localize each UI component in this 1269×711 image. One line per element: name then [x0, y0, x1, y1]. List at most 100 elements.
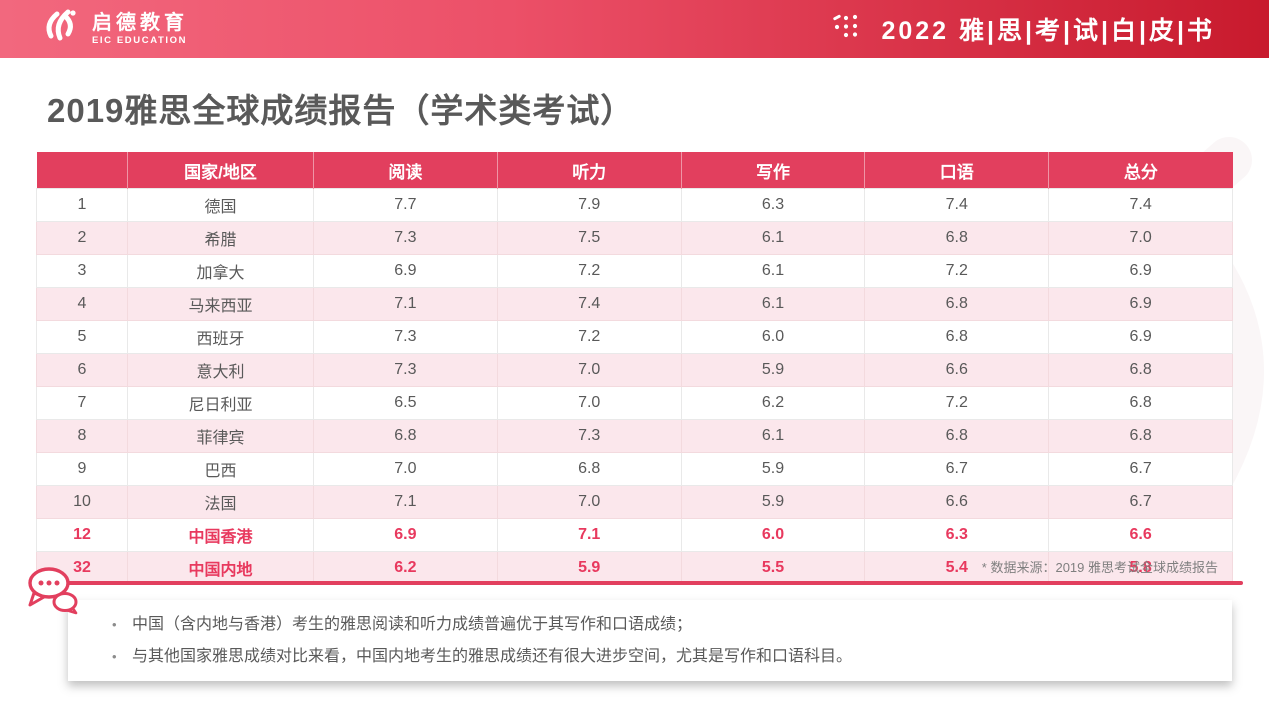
score-table: 国家/地区 阅读 听力 写作 口语 总分 1 德国 7.7 7.9 6.3 7.… — [36, 152, 1233, 585]
table-row: 12 中国香港 6.9 7.1 6.0 6.3 6.6 — [36, 518, 1233, 552]
speaking-cell: 7.4 — [864, 188, 1050, 222]
reading-cell: 7.3 — [313, 353, 498, 387]
total-cell: 6.7 — [1048, 485, 1233, 519]
listening-cell: 7.0 — [496, 386, 682, 420]
rank-cell: 3 — [36, 254, 128, 288]
reading-cell: 6.2 — [313, 551, 498, 585]
whitepaper-title: 2022 雅|思|考|试|白|皮|书 — [881, 17, 1215, 45]
speaking-cell: 6.7 — [864, 452, 1050, 486]
writing-cell: 6.1 — [680, 287, 866, 321]
rank-cell: 8 — [36, 419, 128, 453]
listening-cell: 5.9 — [496, 551, 682, 585]
speaking-cell: 6.8 — [864, 320, 1050, 354]
reading-cell: 7.3 — [313, 320, 498, 354]
total-cell: 6.8 — [1048, 353, 1233, 387]
speaking-cell: 6.8 — [864, 419, 1050, 453]
country-cell: 加拿大 — [127, 254, 314, 288]
col-rank — [36, 152, 128, 189]
listening-cell: 6.8 — [496, 452, 682, 486]
dots-pattern-icon — [832, 13, 859, 45]
writing-cell: 5.5 — [680, 551, 866, 585]
total-cell: 6.8 — [1048, 419, 1233, 453]
country-cell: 希腊 — [127, 221, 314, 255]
table-header-row: 国家/地区 阅读 听力 写作 口语 总分 — [36, 152, 1233, 189]
table-row: 32 中国内地 6.2 5.9 5.5 5.4 5.8 — [36, 551, 1233, 585]
writing-cell: 6.2 — [680, 386, 866, 420]
logo-en-text: EIC EDUCATION — [92, 34, 188, 46]
top-bar: 启德教育 EIC EDUCATION 2022 雅|思|考|试|白|皮|书 — [0, 0, 1269, 58]
reading-cell: 7.3 — [313, 221, 498, 255]
rank-cell: 5 — [36, 320, 128, 354]
country-cell: 德国 — [127, 188, 314, 222]
listening-cell: 7.0 — [496, 353, 682, 387]
logo-texts: 启德教育 EIC EDUCATION — [92, 12, 188, 46]
speech-bubble-icon — [24, 565, 80, 620]
col-listening: 听力 — [497, 152, 682, 189]
writing-cell: 6.0 — [680, 518, 866, 552]
rank-cell: 2 — [36, 221, 128, 255]
eic-leaf-logo-icon — [38, 5, 82, 54]
rank-cell: 9 — [36, 452, 128, 486]
table-row: 2 希腊 7.3 7.5 6.1 6.8 7.0 — [36, 221, 1233, 255]
country-cell: 中国内地 — [127, 551, 314, 585]
listening-cell: 7.9 — [496, 188, 682, 222]
speaking-cell: 6.8 — [864, 287, 1050, 321]
rank-cell: 1 — [36, 188, 128, 222]
data-source-footnote: * 数据来源：2019 雅思考试全球成绩报告 — [981, 560, 1218, 575]
table-row: 5 西班牙 7.3 7.2 6.0 6.8 6.9 — [36, 320, 1233, 354]
speaking-cell: 7.2 — [864, 254, 1050, 288]
country-cell: 中国香港 — [127, 518, 314, 552]
accent-divider-line — [60, 581, 1243, 585]
writing-cell: 6.1 — [680, 419, 866, 453]
listening-cell: 7.3 — [496, 419, 682, 453]
rank-cell: 10 — [36, 485, 128, 519]
country-cell: 尼日利亚 — [127, 386, 314, 420]
rank-cell: 6 — [36, 353, 128, 387]
table-row: 3 加拿大 6.9 7.2 6.1 7.2 6.9 — [36, 254, 1233, 288]
col-writing: 写作 — [681, 152, 866, 189]
listening-cell: 7.2 — [496, 254, 682, 288]
listening-cell: 7.2 — [496, 320, 682, 354]
speaking-cell: 6.6 — [864, 353, 1050, 387]
reading-cell: 6.9 — [313, 518, 498, 552]
writing-cell: 5.9 — [680, 485, 866, 519]
speaking-cell: 6.3 — [864, 518, 1050, 552]
speaking-cell: 6.8 — [864, 221, 1050, 255]
country-cell: 马来西亚 — [127, 287, 314, 321]
page-title: 2019雅思全球成绩报告（学术类考试） — [47, 92, 635, 129]
rank-cell: 4 — [36, 287, 128, 321]
rank-cell: 12 — [36, 518, 128, 552]
reading-cell: 7.7 — [313, 188, 498, 222]
logo: 启德教育 EIC EDUCATION — [38, 5, 188, 54]
col-total: 总分 — [1048, 152, 1233, 189]
speaking-cell: 6.6 — [864, 485, 1050, 519]
reading-cell: 7.1 — [313, 287, 498, 321]
total-cell: 6.6 — [1048, 518, 1233, 552]
logo-cn-text: 启德教育 — [92, 11, 188, 34]
total-cell: 6.9 — [1048, 254, 1233, 288]
reading-cell: 7.0 — [313, 452, 498, 486]
speaking-cell: 5.4 — [864, 551, 1050, 585]
rank-cell: 32 — [36, 551, 128, 585]
country-cell: 意大利 — [127, 353, 314, 387]
writing-cell: 6.1 — [680, 221, 866, 255]
reading-cell: 6.5 — [313, 386, 498, 420]
listening-cell: 7.5 — [496, 221, 682, 255]
notes-list: 中国（含内地与香港）考生的雅思阅读和听力成绩普遍优于其写作和口语成绩；与其他国家… — [112, 609, 1232, 673]
writing-cell: 5.9 — [680, 452, 866, 486]
table-row: 7 尼日利亚 6.5 7.0 6.2 7.2 6.8 — [36, 386, 1233, 420]
writing-cell: 6.3 — [680, 188, 866, 222]
note-item: 与其他国家雅思成绩对比来看，中国内地考生的雅思成绩还有很大进步空间，尤其是写作和… — [112, 641, 1232, 673]
note-item: 中国（含内地与香港）考生的雅思阅读和听力成绩普遍优于其写作和口语成绩； — [112, 609, 1232, 641]
score-table-wrap: 国家/地区 阅读 听力 写作 口语 总分 1 德国 7.7 7.9 6.3 7.… — [36, 152, 1233, 585]
table-row: 6 意大利 7.3 7.0 5.9 6.6 6.8 — [36, 353, 1233, 387]
col-country: 国家/地区 — [127, 152, 314, 189]
listening-cell: 7.1 — [496, 518, 682, 552]
speaking-cell: 7.2 — [864, 386, 1050, 420]
reading-cell: 7.1 — [313, 485, 498, 519]
country-cell: 巴西 — [127, 452, 314, 486]
rank-cell: 7 — [36, 386, 128, 420]
table-row: 10 法国 7.1 7.0 5.9 6.6 6.7 — [36, 485, 1233, 519]
listening-cell: 7.0 — [496, 485, 682, 519]
